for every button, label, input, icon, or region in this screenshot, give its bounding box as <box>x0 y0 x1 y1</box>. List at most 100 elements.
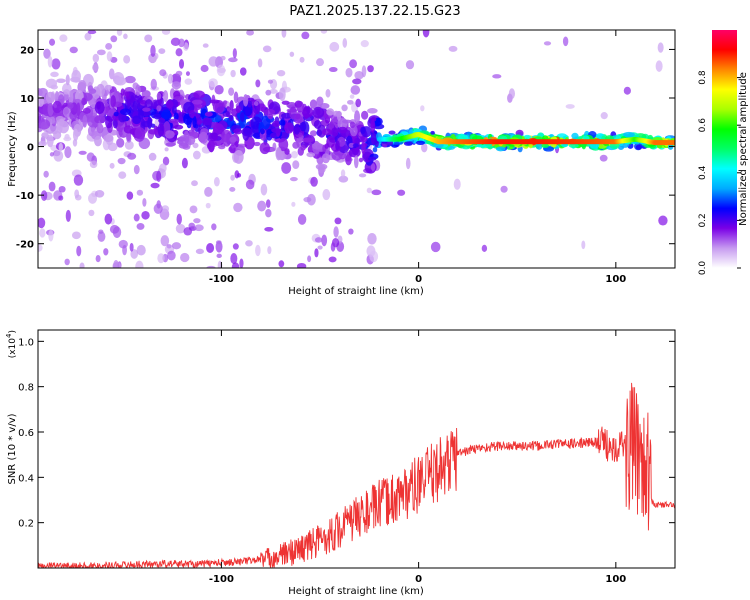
heatmap-cell <box>255 79 261 88</box>
heatmap-cell <box>236 173 242 178</box>
heatmap-cell <box>192 115 197 129</box>
heatmap-cell <box>63 108 69 115</box>
heatmap-cell <box>192 150 201 160</box>
heatmap-cell <box>177 38 185 48</box>
heatmap-cell <box>164 147 169 152</box>
heatmap-cell <box>255 244 261 257</box>
heatmap-cell <box>311 142 323 150</box>
heatmap-cell <box>353 155 359 169</box>
heatmap-cell <box>635 144 642 150</box>
heatmap-cell <box>123 125 134 134</box>
heatmap-cell <box>110 35 118 43</box>
heatmap-cell <box>325 88 331 98</box>
heatmap-cell <box>349 94 355 99</box>
snr-plot-frame <box>38 330 675 568</box>
heatmap-cell <box>127 152 137 160</box>
heatmap-cell <box>292 160 300 170</box>
heatmap-cell <box>49 38 56 46</box>
heatmap-cell <box>355 98 362 108</box>
heatmap-cell <box>87 85 94 92</box>
heatmap-cell <box>265 199 271 208</box>
heatmap-cell <box>183 130 190 144</box>
heatmap-cell <box>600 112 608 120</box>
heatmap-cell <box>371 189 382 196</box>
heatmap-cell <box>571 132 579 140</box>
heatmap-cell <box>136 189 144 196</box>
heatmap-cell <box>81 97 87 106</box>
heatmap-cell <box>148 152 157 161</box>
heatmap-cell <box>541 143 550 148</box>
heatmap-cell <box>79 262 85 268</box>
heatmap-cell <box>162 90 169 103</box>
heatmap-cell <box>186 116 192 129</box>
heatmap-cell <box>77 79 87 91</box>
heatmap-cell <box>235 105 242 114</box>
y-tick-label: 0.6 <box>18 428 34 439</box>
heatmap-cell <box>96 49 106 56</box>
heatmap-cell <box>397 189 406 196</box>
heatmap-cell <box>41 132 49 139</box>
heatmap-cell <box>265 89 272 96</box>
heatmap-cell <box>422 30 430 38</box>
svg-text:(x104): (x104) <box>5 330 18 358</box>
heatmap-cell <box>87 30 97 35</box>
colorbar: 0.0 0.2 0.4 0.6 0.8 Normalized spectral ampl… <box>698 30 749 275</box>
heatmap-cell <box>136 244 146 256</box>
heatmap-cell <box>329 41 340 52</box>
heatmap-cell <box>358 173 367 178</box>
heatmap-cell <box>171 81 182 90</box>
heatmap-cell <box>175 223 186 234</box>
heatmap-cell <box>267 113 274 120</box>
heatmap-cell <box>47 55 53 68</box>
heatmap-cell <box>89 160 98 169</box>
colorbar-tick-label: 0.8 <box>698 70 708 85</box>
heatmap-cell <box>195 248 204 255</box>
heatmap-cell <box>218 144 226 150</box>
heatmap-cell <box>543 41 552 46</box>
heatmap-cell <box>299 121 307 132</box>
heatmap-cell <box>246 30 254 36</box>
heatmap-cell <box>655 60 663 72</box>
heatmap-cell <box>124 140 134 150</box>
heatmap-cell <box>153 203 163 214</box>
heatmap-cell <box>313 119 322 129</box>
heatmap-cell <box>136 223 145 230</box>
heatmap-cell <box>92 64 99 71</box>
heatmap-cell <box>420 105 425 112</box>
heatmap-cell <box>157 253 165 264</box>
y-tick-label: -10 <box>16 191 34 202</box>
heatmap-cell <box>64 258 70 266</box>
heatmap-cell <box>348 147 361 158</box>
heatmap-cell <box>348 142 355 148</box>
x-tick-label: 100 <box>605 274 626 285</box>
heatmap-cell <box>65 74 70 86</box>
heatmap-cell <box>74 189 80 198</box>
heatmap-cell <box>289 176 298 182</box>
heatmap-cell <box>333 226 339 238</box>
heatmap-cell <box>156 92 162 100</box>
heatmap-cell <box>245 179 255 190</box>
heatmap-cell <box>492 74 502 79</box>
heatmap-cell <box>73 174 84 186</box>
snr-axes-box <box>37 329 676 569</box>
heatmap-cell <box>299 56 305 63</box>
x-tick-label: -100 <box>209 574 234 585</box>
heatmap-cell <box>144 34 153 43</box>
heatmap-cell <box>130 249 139 259</box>
heatmap-cell <box>388 130 396 135</box>
heatmap-cell <box>153 113 161 120</box>
heatmap-cell <box>180 252 190 263</box>
colorbar-ticks: 0.0 0.2 0.4 0.6 0.8 <box>698 70 741 275</box>
heatmap-cell <box>257 58 263 68</box>
heatmap-cell <box>228 57 238 63</box>
spectrogram-axes-box <box>37 29 676 269</box>
heatmap-cell <box>352 143 359 148</box>
heatmap-cell <box>233 128 243 135</box>
heatmap-cell <box>241 127 253 137</box>
heatmap-cell <box>48 229 54 242</box>
heatmap-cell <box>281 100 290 105</box>
heatmap-cell <box>317 245 323 250</box>
heatmap-cell <box>369 250 379 263</box>
heatmap-cell <box>233 202 243 213</box>
heatmap-cell <box>134 127 146 140</box>
